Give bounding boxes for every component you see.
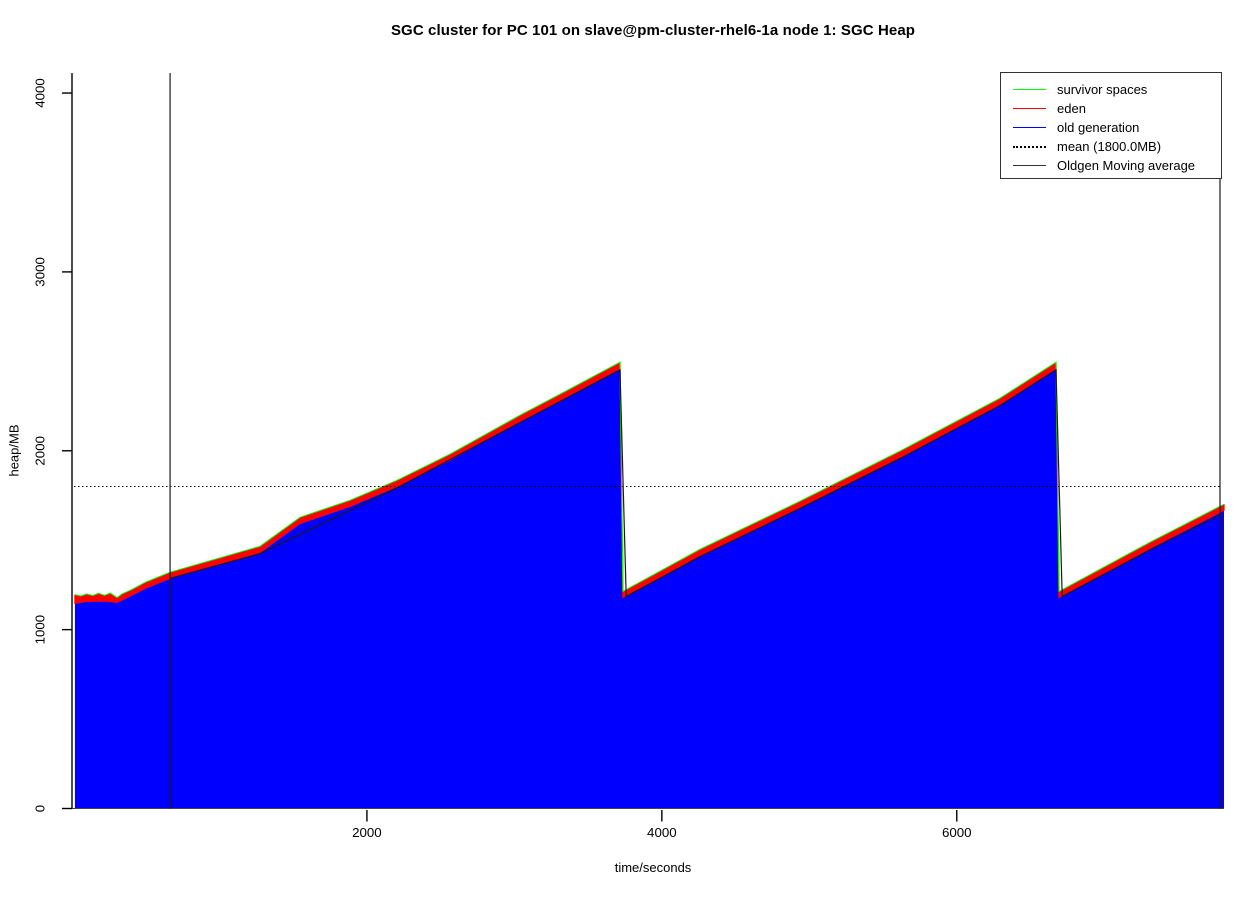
legend-box: survivor spaces eden old generation mean (1… [1000, 72, 1222, 179]
y-axis-label: heap/MB [6, 424, 22, 477]
x-tick-label: 4000 [647, 825, 677, 840]
y-tick-label: 2000 [32, 436, 47, 466]
legend-item-label: mean (1800.0MB) [1057, 139, 1162, 154]
legend-item-label: eden [1057, 101, 1086, 116]
legend-line-sample-icon [1013, 145, 1046, 148]
legend-item: Oldgen Moving average [1001, 156, 1221, 175]
legend-item: survivor spaces [1001, 80, 1221, 99]
chart-title: SGC cluster for PC 101 on slave@pm-clust… [390, 22, 916, 39]
legend-line-sample-icon [1013, 165, 1046, 166]
survivor-spaces-line [74, 361, 1225, 599]
y-tick-label: 1000 [33, 615, 48, 645]
legend-item-label: survivor spaces [1057, 82, 1148, 97]
legend-item-label: old generation [1057, 120, 1140, 135]
legend-item: eden [1001, 99, 1221, 118]
legend-line-sample-icon [1013, 108, 1046, 109]
old-generation-area [74, 368, 1224, 809]
y-tick-label: 3000 [32, 257, 47, 287]
legend-item: mean (1800.0MB) [1001, 137, 1221, 156]
x-axis-label: time/seconds [614, 860, 692, 875]
y-tick-label: 0 [33, 805, 48, 812]
eden-band [74, 361, 1225, 605]
legend-item-label: Oldgen Moving average [1057, 158, 1196, 173]
y-tick-label: 4000 [33, 78, 48, 108]
legend-item: old generation [1001, 118, 1221, 137]
x-tick-label: 2000 [352, 825, 382, 840]
legend-line-sample-icon [1013, 89, 1046, 90]
legend-line-sample-icon [1013, 127, 1046, 128]
x-tick-label: 6000 [942, 825, 972, 840]
oldgen-moving-average-line [169, 368, 1221, 598]
